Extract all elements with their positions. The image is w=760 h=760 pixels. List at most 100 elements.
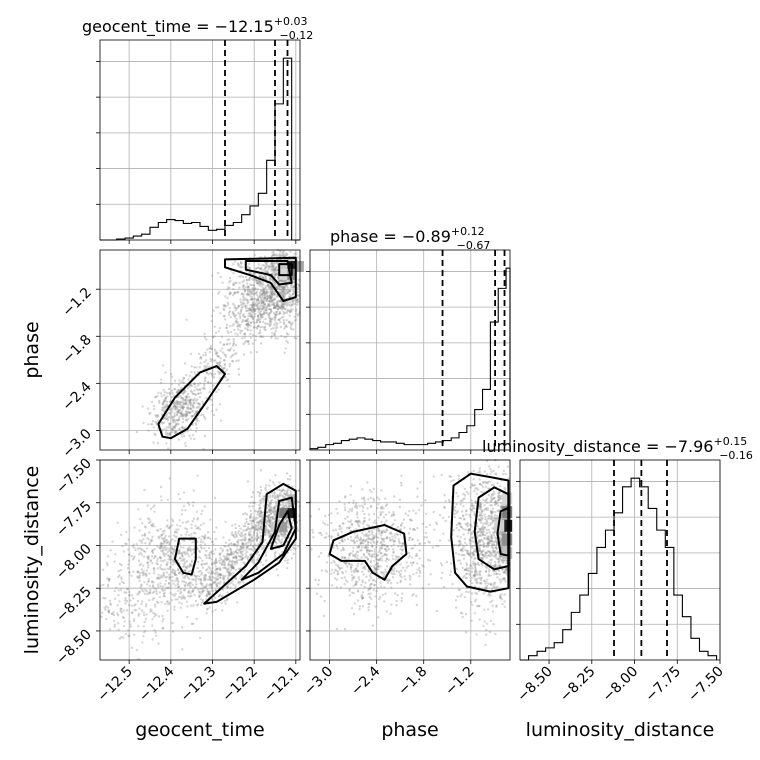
- sample-point: [259, 335, 262, 338]
- sample-point: [268, 316, 271, 320]
- sample-point: [219, 547, 222, 550]
- sample-point: [237, 263, 240, 266]
- sample-point: [182, 589, 186, 592]
- sample-point: [240, 329, 244, 333]
- sample-point: [250, 292, 253, 296]
- sample-point: [203, 387, 206, 391]
- sample-point: [246, 293, 249, 296]
- sample-point: [182, 405, 185, 409]
- sample-point: [241, 337, 244, 340]
- sample-point: [143, 620, 146, 624]
- sample-point: [265, 298, 269, 301]
- sample-point: [225, 326, 228, 329]
- sample-point: [237, 367, 240, 371]
- sample-point: [275, 303, 279, 307]
- sample-point: [252, 534, 255, 537]
- sample-point: [247, 312, 251, 315]
- sample-point: [218, 403, 222, 406]
- sample-point: [179, 590, 183, 594]
- sample-point: [335, 578, 339, 581]
- sample-point: [209, 371, 212, 375]
- sample-point: [242, 529, 245, 532]
- sample-point: [204, 351, 207, 354]
- sample-point: [269, 308, 272, 312]
- sample-point: [290, 557, 294, 560]
- sample-point: [289, 489, 292, 493]
- sample-point: [276, 271, 279, 274]
- sample-point: [352, 591, 355, 595]
- sample-point: [199, 543, 202, 547]
- sample-point: [276, 305, 279, 308]
- sample-point: [284, 284, 287, 287]
- sample-point: [219, 576, 222, 579]
- sample-point: [231, 294, 235, 297]
- sample-point: [203, 336, 207, 339]
- sample-point: [359, 536, 362, 539]
- sample-point: [381, 593, 384, 596]
- sample-point: [249, 543, 252, 547]
- sample-point: [205, 407, 209, 411]
- sample-point: [266, 285, 270, 288]
- sample-point: [153, 615, 156, 618]
- sample-point: [153, 408, 156, 411]
- sample-point: [234, 309, 237, 312]
- sample-point: [349, 565, 353, 569]
- sample-point: [266, 284, 269, 287]
- sample-point: [234, 568, 238, 572]
- sample-point: [176, 419, 180, 422]
- sample-point: [289, 304, 292, 308]
- sample-point: [118, 574, 121, 577]
- sample-point: [286, 304, 289, 307]
- sample-point: [268, 286, 271, 289]
- sample-point: [192, 399, 196, 402]
- sample-point: [156, 559, 159, 563]
- sample-point: [193, 593, 196, 597]
- sample-point: [203, 384, 206, 387]
- sample-point: [268, 294, 272, 298]
- sample-point: [186, 574, 189, 577]
- sample-point: [287, 303, 291, 306]
- sample-point: [191, 589, 194, 592]
- sample-point: [226, 296, 229, 300]
- sample-point: [188, 395, 191, 399]
- sample-point: [297, 489, 300, 492]
- sample-point: [276, 300, 279, 303]
- sample-point: [260, 289, 263, 293]
- sample-point: [261, 308, 264, 311]
- sample-point: [231, 360, 235, 363]
- sample-point: [259, 331, 262, 334]
- sample-point: [250, 314, 253, 317]
- sample-point: [180, 405, 184, 408]
- sample-point: [111, 540, 114, 543]
- sample-point: [186, 549, 190, 552]
- sample-point: [176, 411, 180, 415]
- sample-point: [205, 371, 208, 374]
- sample-point: [257, 302, 260, 305]
- sample-point: [282, 303, 285, 306]
- sample-point: [250, 283, 253, 287]
- sample-point: [271, 268, 274, 271]
- sample-point: [250, 315, 253, 318]
- sample-point: [367, 579, 371, 582]
- sample-point: [270, 265, 273, 268]
- sample-point: [164, 576, 167, 579]
- sample-point: [282, 290, 285, 294]
- sample-point: [151, 591, 155, 595]
- sample-point: [239, 329, 242, 332]
- sample-point: [222, 343, 226, 347]
- sample-point: [218, 594, 221, 598]
- sample-point: [267, 304, 271, 307]
- sample-point: [259, 310, 263, 313]
- sample-point: [266, 295, 269, 298]
- sample-point: [263, 312, 266, 315]
- sample-point: [158, 401, 161, 404]
- sample-point: [226, 378, 230, 381]
- sample-point: [154, 631, 157, 634]
- sample-point: [365, 532, 368, 535]
- sample-point: [285, 332, 289, 335]
- sample-point: [181, 648, 184, 651]
- sample-point: [263, 266, 267, 270]
- sample-point: [272, 281, 275, 284]
- sample-point: [211, 372, 214, 376]
- sample-point: [184, 415, 188, 418]
